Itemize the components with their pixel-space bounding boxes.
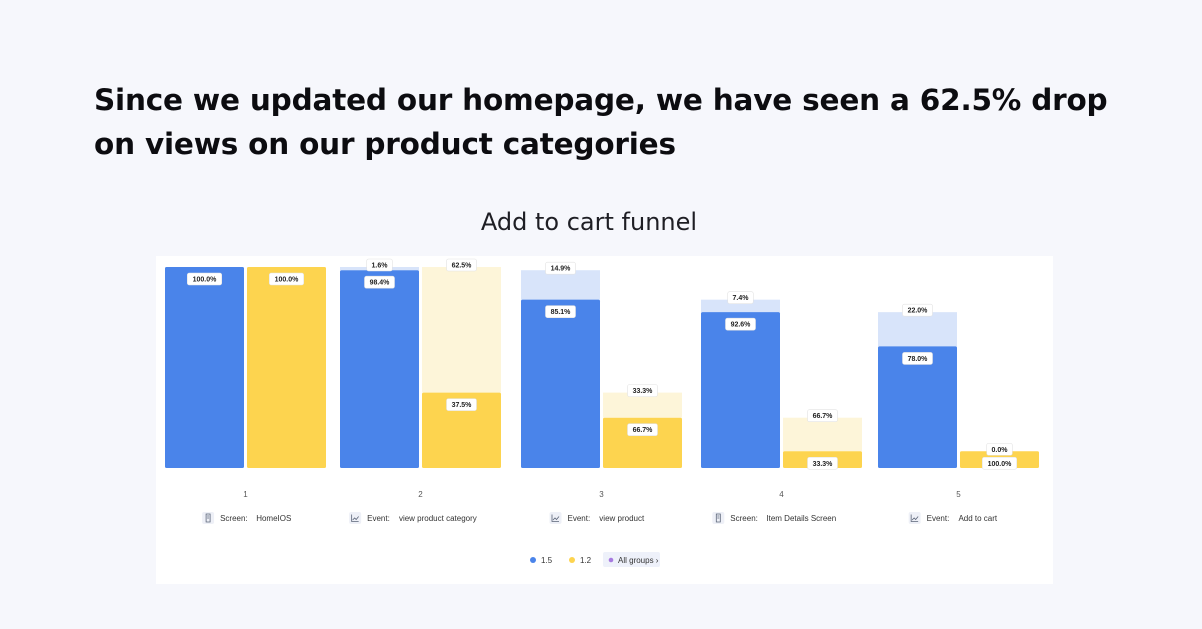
- step-type-4: Screen:: [730, 514, 758, 523]
- dropoff-label-s1.2-step3: 33.3%: [633, 388, 654, 395]
- page-headline: Since we updated our homepage, we have s…: [94, 83, 1108, 161]
- bar-s1.5-step2[interactable]: [340, 270, 419, 468]
- bar-s1.5-step1[interactable]: [165, 267, 244, 468]
- conversion-label-s1.2-step1: 100.0%: [275, 277, 300, 284]
- dropoff-label-s1.5-step4-bg: [727, 291, 754, 304]
- funnel-chart: 100.0% 98.4% 1.6% 85.1% 14.9% 92.6% 7.4% 78.0% 2…: [165, 258, 1039, 567]
- bar-s1.5-step4[interactable]: [701, 312, 780, 468]
- legend-dot-1.2: [569, 557, 575, 563]
- dropoff-bar-s1.5-step4[interactable]: [701, 299, 780, 313]
- dropoff-label-s1.2-step5: 0.0%: [992, 447, 1009, 454]
- dropoff-label-s1.5-step3: 14.9%: [551, 266, 572, 273]
- conversion-label-s1.5-step2: 98.4%: [370, 280, 391, 287]
- conversion-label-s1.2-step5-bg: [981, 456, 1017, 470]
- step-name-3: view product: [599, 514, 645, 523]
- dropoff-bar-s1.5-step5[interactable]: [878, 312, 957, 347]
- dropoff-bar-s1.5-step3[interactable]: [521, 270, 600, 300]
- step-label-3[interactable]: Event: view product: [549, 512, 645, 524]
- step-label-4[interactable]: Screen: Item Details Screen: [712, 512, 836, 524]
- conversion-label-s1.2-step2-bg: [446, 398, 477, 411]
- conversion-label-s1.5-step1: 100.0%: [193, 277, 218, 284]
- screen-icon-glyph: [715, 513, 721, 523]
- step-name-1: HomeIOS: [256, 514, 291, 523]
- step-name-2: view product category: [399, 514, 477, 523]
- dropoff-label-s1.2-step4-bg: [807, 409, 838, 423]
- bar-s1.2-step2[interactable]: [422, 392, 501, 468]
- legend-label-1.5[interactable]: 1.5: [541, 556, 553, 565]
- conversion-label-s1.5-step5: 78.0%: [908, 356, 929, 363]
- step-type-1: Screen:: [220, 514, 248, 523]
- conversion-label-s1.2-step3-bg: [627, 423, 658, 437]
- dropoff-bar-s1.2-step2[interactable]: [422, 267, 501, 393]
- dropoff-label-s1.5-step4: 7.4%: [733, 295, 750, 302]
- dropoff-label-s1.2-step5-bg: [986, 442, 1013, 456]
- step-type-5: Event:: [927, 514, 950, 523]
- dropoff-label-s1.5-step5-bg: [902, 303, 933, 317]
- event-icon-glyph: [551, 514, 560, 522]
- conversion-label-s1.5-step4-bg: [725, 317, 756, 331]
- conversion-label-s1.2-step5: 100.0%: [988, 461, 1013, 468]
- step-name-4: Item Details Screen: [766, 514, 836, 523]
- conversion-label-s1.2-step4-bg: [807, 456, 838, 470]
- step-type-2: Event:: [367, 514, 390, 523]
- legend-label-1.2[interactable]: 1.2: [580, 556, 592, 565]
- bar-s1.5-step3[interactable]: [521, 299, 600, 468]
- step-number-3: 3: [599, 490, 604, 499]
- bar-s1.5-step5[interactable]: [878, 346, 957, 468]
- step-name-5: Add to cart: [958, 514, 997, 523]
- chart-title: Add to cart funnel: [480, 208, 698, 236]
- event-icon-glyph: [910, 514, 919, 522]
- dropoff-label-s1.5-step2-bg: [366, 258, 393, 272]
- step-number-4: 4: [779, 490, 784, 499]
- dropoff-label-s1.2-step3-bg: [627, 384, 658, 397]
- conversion-label-s1.5-step4: 92.6%: [731, 322, 752, 329]
- dropoff-label-s1.2-step2: 62.5%: [452, 263, 473, 270]
- screen-icon-glyph: [205, 513, 211, 523]
- event-icon-glyph: [351, 514, 359, 522]
- step-number-5: 5: [956, 490, 961, 499]
- step-label-1[interactable]: Screen: HomeIOS: [202, 512, 291, 524]
- step-type-3: Event:: [568, 514, 591, 523]
- conversion-label-s1.2-step1-bg: [269, 272, 305, 286]
- all-groups-button[interactable]: [603, 552, 660, 567]
- dropoff-label-s1.2-step4: 66.7%: [813, 413, 834, 420]
- step-number-1: 1: [243, 490, 248, 499]
- step-number-2: 2: [418, 490, 423, 499]
- dropoff-label-s1.5-step2: 1.6%: [372, 263, 389, 270]
- all-groups-icon: [608, 557, 614, 563]
- conversion-label-s1.5-step3: 85.1%: [551, 309, 572, 316]
- bar-s1.2-step3[interactable]: [603, 417, 682, 468]
- conversion-label-s1.5-step3-bg: [545, 305, 576, 318]
- conversion-label-s1.2-step2: 37.5%: [452, 402, 473, 409]
- dropoff-bar-s1.2-step4[interactable]: [783, 417, 862, 452]
- conversion-label-s1.5-step5-bg: [902, 352, 933, 365]
- conversion-label-s1.5-step1-bg: [186, 272, 223, 286]
- step-label-5[interactable]: Event: Add to cart: [908, 512, 998, 524]
- conversion-label-s1.2-step3: 66.7%: [633, 427, 654, 434]
- step-label-2[interactable]: Event: view product category: [349, 512, 477, 524]
- dropoff-label-s1.5-step3-bg: [545, 261, 576, 275]
- legend-dot-1.5: [530, 557, 536, 563]
- dropoff-label-s1.2-step2-bg: [446, 258, 477, 272]
- conversion-label-s1.5-step2-bg: [364, 275, 395, 289]
- funnel-chart-card: 100.0% 98.4% 1.6% 85.1% 14.9% 92.6% 7.4% 78.0% 2…: [156, 256, 1053, 584]
- bar-s1.2-step1[interactable]: [247, 267, 326, 468]
- dropoff-label-s1.5-step5: 22.0%: [908, 308, 929, 315]
- conversion-label-s1.2-step4: 33.3%: [813, 461, 834, 468]
- all-groups-label[interactable]: All groups ›: [618, 556, 659, 565]
